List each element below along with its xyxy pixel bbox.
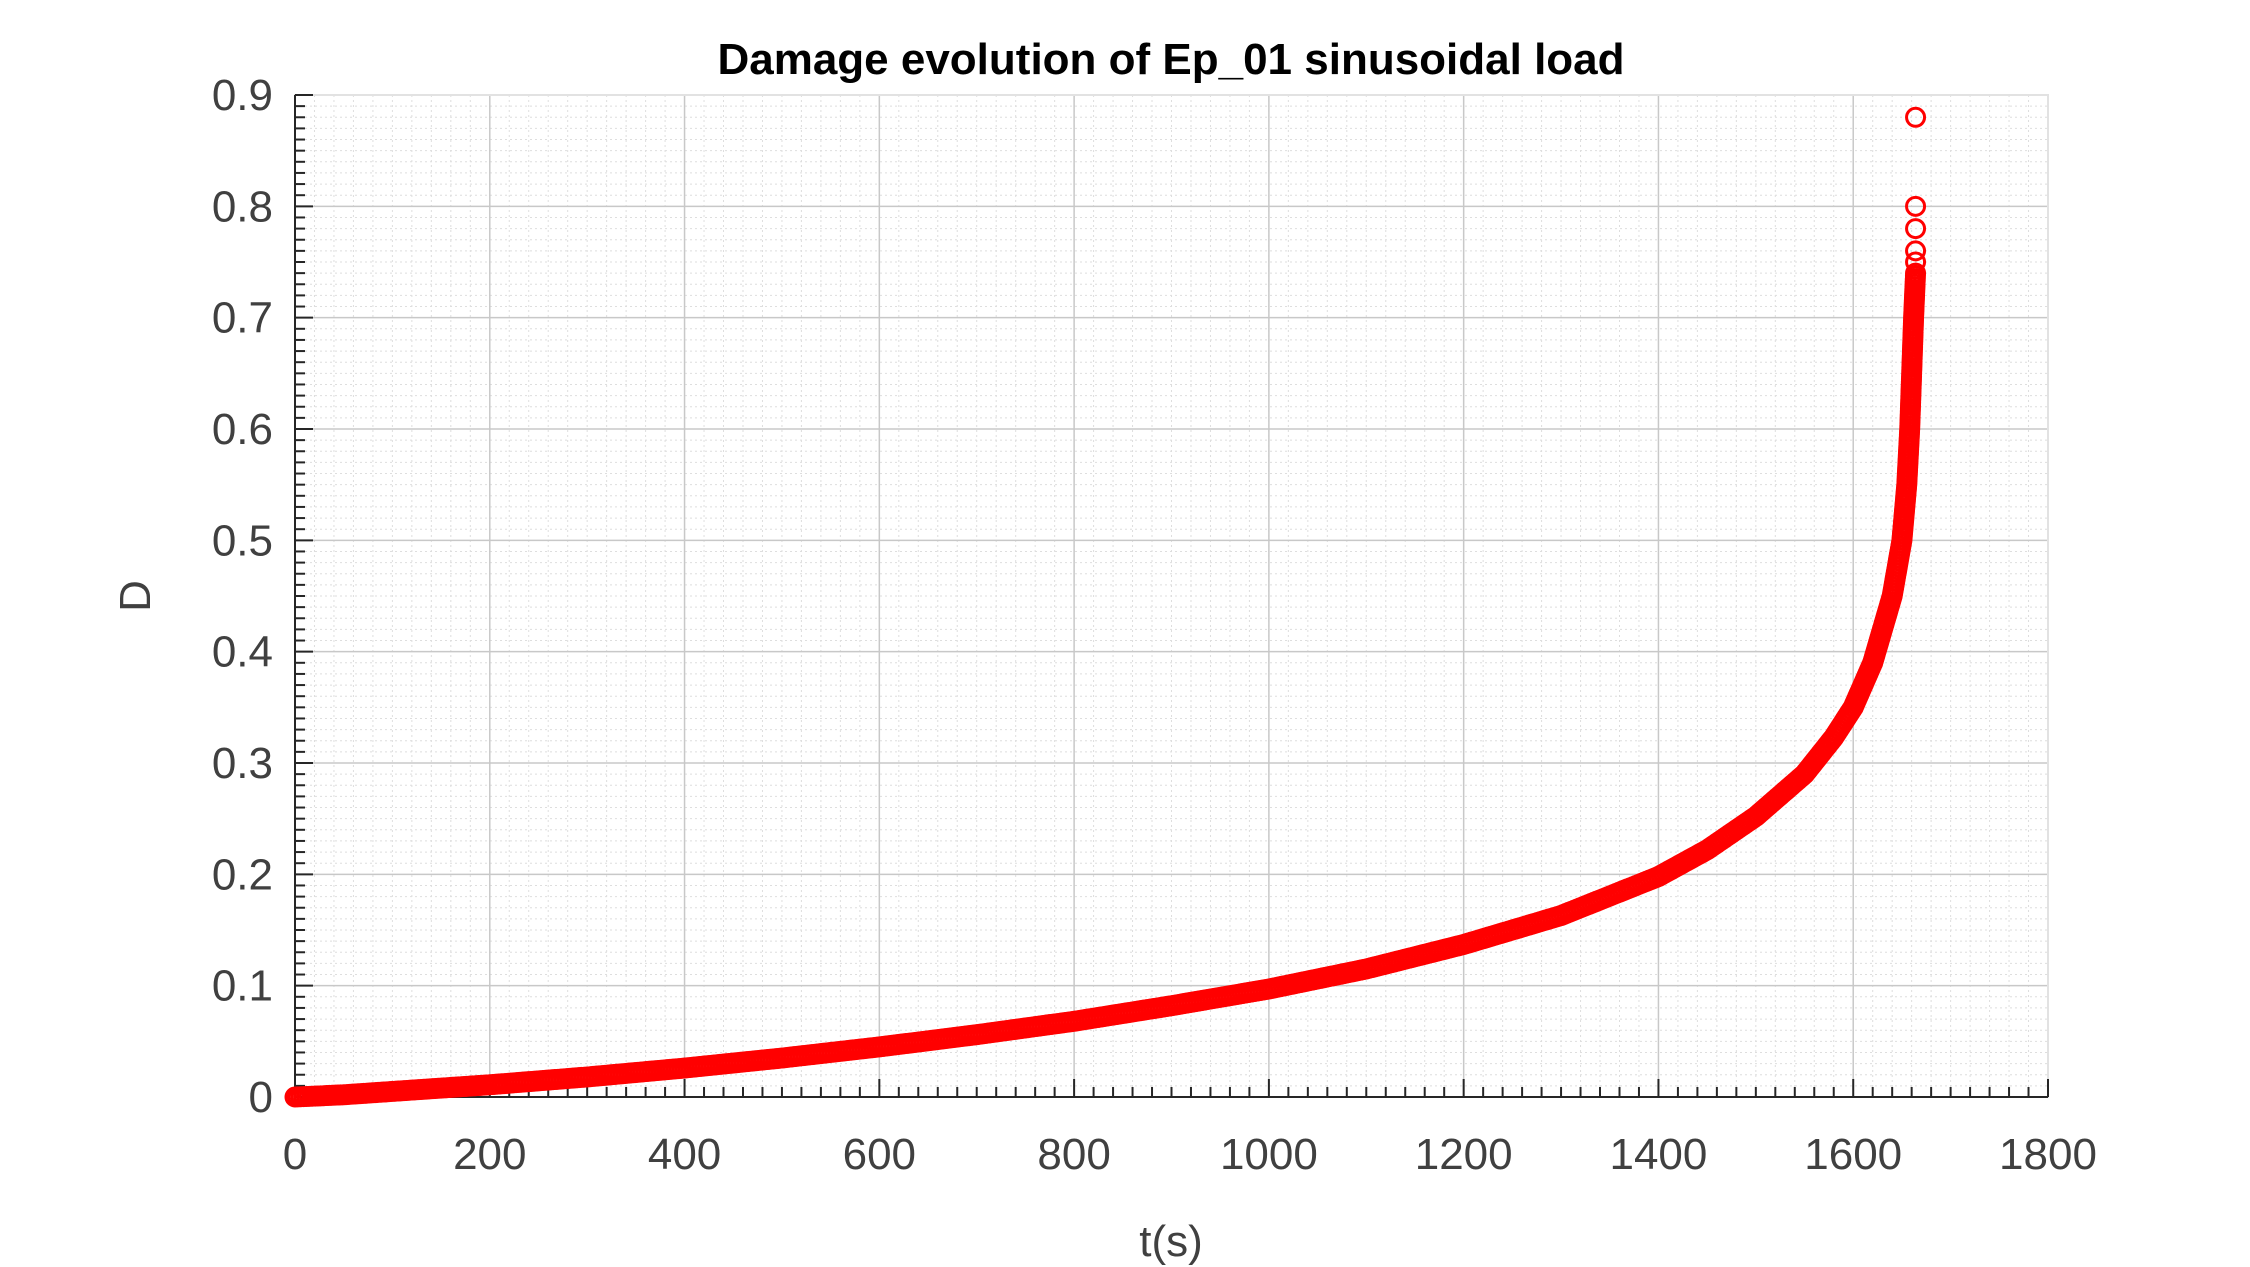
chart-title: Damage evolution of Ep_01 sinusoidal loa… <box>717 35 1624 84</box>
data-point <box>1905 195 1927 217</box>
x-tick-label: 1000 <box>1220 1130 1318 1179</box>
x-tick-label: 200 <box>453 1130 526 1179</box>
y-tick-label: 0.1 <box>212 962 273 1011</box>
data-points <box>284 106 1927 1108</box>
x-tick-label: 1200 <box>1415 1130 1513 1179</box>
y-tick-label: 0.9 <box>212 71 273 120</box>
x-tick-label: 0 <box>283 1130 307 1179</box>
y-tick-label: 0.5 <box>212 516 273 565</box>
y-tick-label: 0.2 <box>212 850 273 899</box>
x-tick-label: 1400 <box>1609 1130 1707 1179</box>
y-tick-label: 0.3 <box>212 739 273 788</box>
y-tick-label: 0.4 <box>212 628 273 677</box>
x-tick-label: 1800 <box>1999 1130 2097 1179</box>
data-point <box>1905 240 1927 262</box>
y-tick-label: 0 <box>249 1073 273 1122</box>
axes <box>294 94 2049 1098</box>
y-tick-label: 0.6 <box>212 405 273 454</box>
x-tick-label: 1600 <box>1804 1130 1902 1179</box>
x-tick-label: 800 <box>1037 1130 1110 1179</box>
x-tick-label: 400 <box>648 1130 721 1179</box>
y-tick-label: 0.7 <box>212 294 273 343</box>
tick-labels: 0 200 400 600 800 1000 1200 1400 1600 1800 0 0.1 0.2… <box>212 71 2097 1179</box>
x-tick-label: 600 <box>843 1130 916 1179</box>
data-point <box>1905 106 1927 128</box>
data-point <box>1904 265 1926 287</box>
x-axis-label: t(s) <box>1139 1217 1203 1266</box>
y-tick-label: 0.8 <box>212 182 273 231</box>
data-point <box>1905 218 1927 240</box>
y-axis-label: D <box>111 580 160 612</box>
